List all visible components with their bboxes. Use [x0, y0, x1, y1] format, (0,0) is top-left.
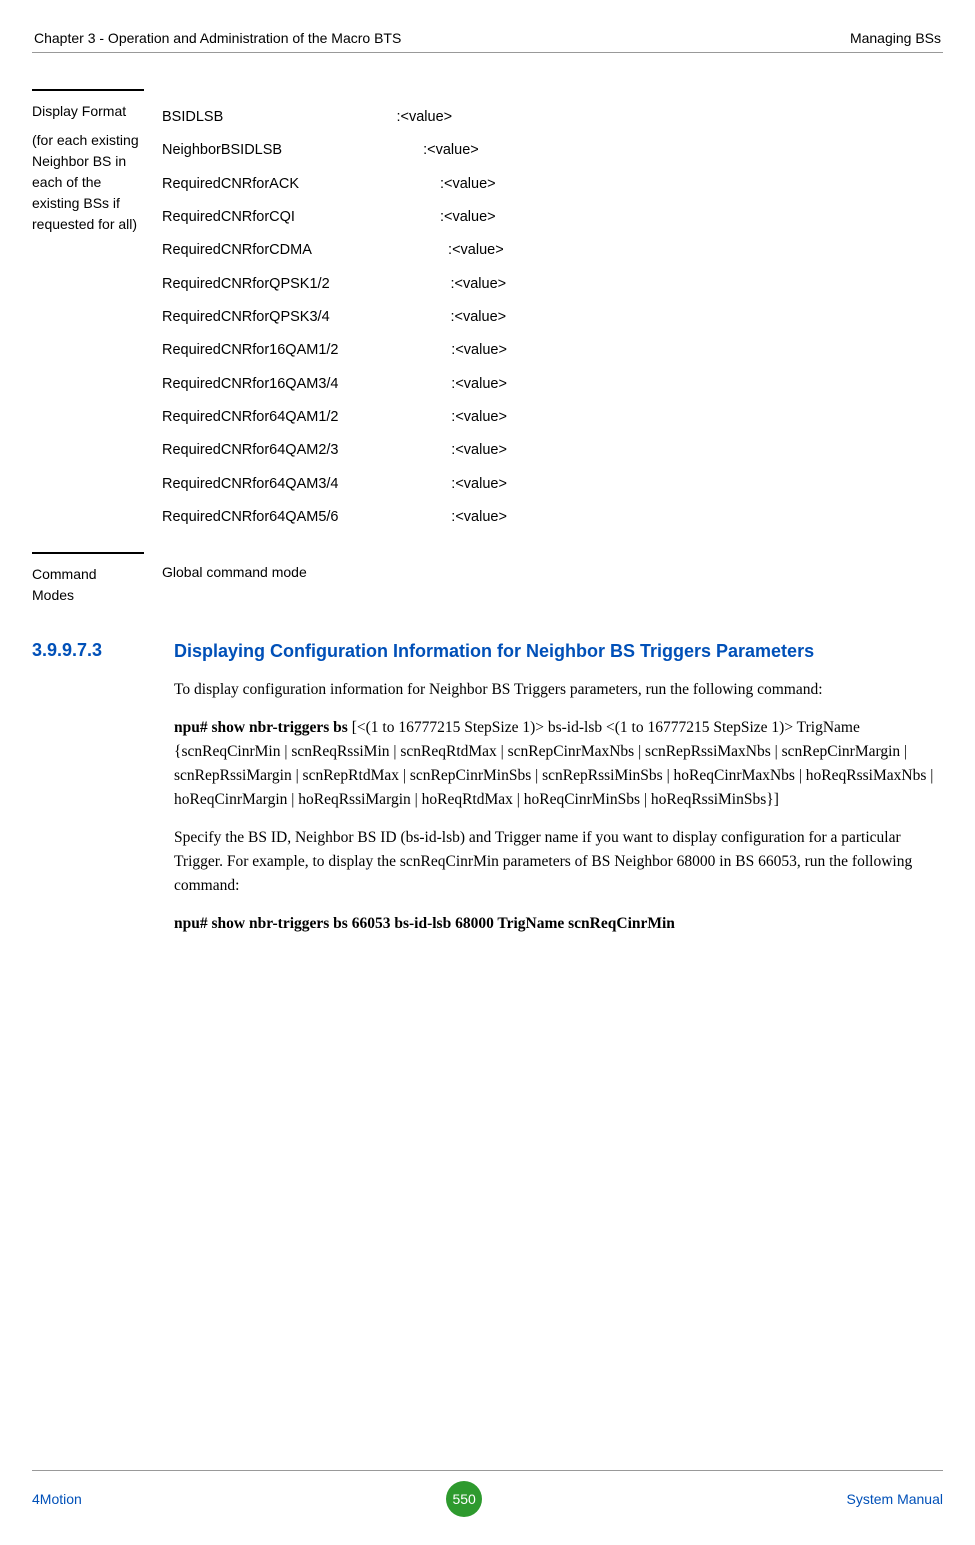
- footer-content: 4Motion 550 System Manual: [32, 1481, 943, 1517]
- display-format-row: Display Format (for each existing Neighb…: [32, 101, 943, 534]
- parameter-line: RequiredCNRfor64QAM3/4 :<value>: [162, 468, 943, 501]
- paragraph: npu# show nbr-triggers bs [<(1 to 167772…: [174, 716, 943, 812]
- footer-rule: [32, 1470, 943, 1471]
- display-format-label: Display Format (for each existing Neighb…: [32, 101, 142, 235]
- display-format-label-1: Display Format: [32, 101, 142, 122]
- paragraph: To display configuration information for…: [174, 678, 943, 702]
- subsection-number: 3.9.9.7.3: [32, 640, 142, 661]
- spacer: [32, 122, 142, 130]
- parameter-line: BSIDLSB :<value>: [162, 101, 943, 134]
- parameter-line: NeighborBSIDLSB :<value>: [162, 134, 943, 167]
- display-format-values: BSIDLSB :<value>NeighborBSIDLSB :<value>…: [162, 101, 943, 534]
- section-rule: [32, 89, 144, 91]
- display-format-label-2: (for each existing Neighbor BS in each o…: [32, 130, 142, 235]
- command-bold: npu# show nbr-triggers bs 66053 bs-id-ls…: [174, 912, 943, 936]
- page: Chapter 3 - Operation and Administration…: [0, 0, 975, 1545]
- header-rule: [32, 52, 943, 53]
- parameter-line: RequiredCNRforACK :<value>: [162, 168, 943, 201]
- command-modes-label: Command Modes: [32, 564, 142, 606]
- parameter-line: RequiredCNRfor64QAM1/2 :<value>: [162, 401, 943, 434]
- page-footer: 4Motion 550 System Manual: [32, 1470, 943, 1517]
- parameter-line: RequiredCNRforCQI :<value>: [162, 201, 943, 234]
- parameter-line: RequiredCNRforCDMA :<value>: [162, 234, 943, 267]
- header-right: Managing BSs: [850, 30, 941, 46]
- section-rule: [32, 552, 144, 554]
- subsection-heading: 3.9.9.7.3 Displaying Configuration Infor…: [32, 640, 943, 663]
- paragraph: Specify the BS ID, Neighbor BS ID (bs-id…: [174, 826, 943, 898]
- command-bold: npu# show nbr-triggers bs: [174, 719, 348, 736]
- page-number-badge: 550: [446, 1481, 482, 1517]
- parameter-line: RequiredCNRforQPSK1/2 :<value>: [162, 268, 943, 301]
- command-modes-row: Command Modes Global command mode: [32, 564, 943, 606]
- parameter-line: RequiredCNRfor64QAM5/6 :<value>: [162, 501, 943, 534]
- parameter-line: RequiredCNRfor16QAM3/4 :<value>: [162, 368, 943, 401]
- page-header: Chapter 3 - Operation and Administration…: [32, 30, 943, 52]
- parameter-line: RequiredCNRforQPSK3/4 :<value>: [162, 301, 943, 334]
- body-text: To display configuration information for…: [174, 678, 943, 936]
- command-modes-value: Global command mode: [162, 564, 943, 580]
- subsection-title: Displaying Configuration Information for…: [174, 640, 814, 663]
- parameter-line: RequiredCNRfor64QAM2/3 :<value>: [162, 434, 943, 467]
- footer-left: 4Motion: [32, 1491, 82, 1507]
- parameter-line: RequiredCNRfor16QAM1/2 :<value>: [162, 334, 943, 367]
- footer-right: System Manual: [847, 1491, 943, 1507]
- header-left: Chapter 3 - Operation and Administration…: [34, 30, 401, 46]
